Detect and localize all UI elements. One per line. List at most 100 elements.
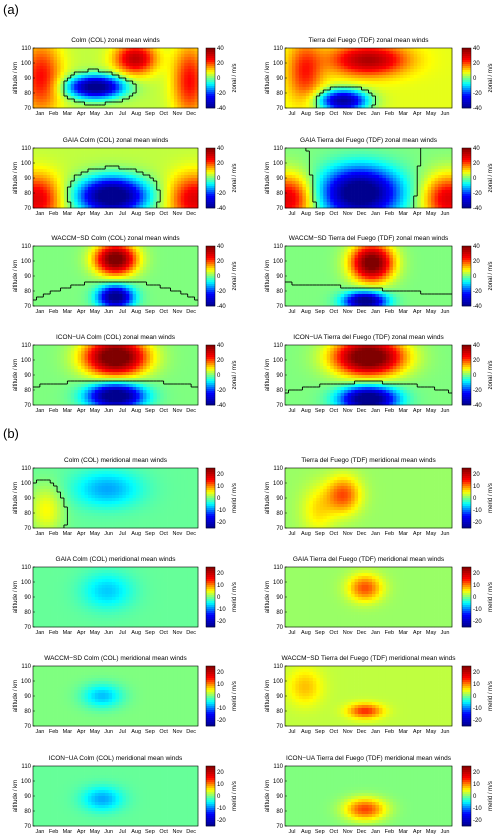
heatmap-cell: [417, 78, 422, 82]
heatmap-cell: [39, 276, 44, 280]
heatmap-cell: [319, 75, 324, 79]
heatmap-cell: [285, 75, 289, 79]
heatmap-cell: [50, 246, 54, 250]
heatmap-cell: [385, 90, 390, 94]
heatmap-cell: [67, 175, 72, 179]
heatmap-cell: [340, 178, 345, 182]
heatmap-cell: [392, 175, 397, 179]
heatmap-cell: [146, 78, 151, 82]
heatmap-cell: [180, 93, 185, 97]
heatmap-cell: [295, 90, 300, 94]
heatmap-cell: [60, 273, 65, 277]
heatmap-cell: [50, 273, 54, 277]
heatmap-cell: [156, 66, 161, 70]
heatmap-cell: [392, 190, 397, 194]
heatmap-cell: [420, 90, 425, 94]
heatmap-cell: [358, 60, 362, 64]
heatmap-cell: [50, 72, 54, 76]
heatmap-cell: [74, 157, 79, 161]
heatmap-cell: [74, 63, 79, 67]
heatmap-cell: [417, 160, 422, 164]
heatmap-cell: [445, 93, 449, 97]
heatmap-cell: [378, 90, 383, 94]
heatmap-cell: [112, 273, 116, 277]
heatmap-cell: [167, 273, 171, 277]
heatmap-cell: [361, 160, 366, 164]
heatmap-cell: [84, 264, 89, 268]
heatmap-cell: [39, 48, 44, 52]
heatmap-cell: [91, 202, 96, 206]
heatmap-cell: [156, 99, 161, 103]
heatmap-cell: [60, 57, 65, 61]
heatmap-cell: [180, 279, 185, 283]
heatmap-cell: [163, 285, 168, 289]
heatmap-cell: [94, 96, 99, 100]
heatmap-cell: [108, 169, 113, 173]
heatmap-cell: [149, 267, 154, 271]
heatmap-cell: [378, 51, 383, 55]
heatmap-cell: [105, 199, 109, 203]
heatmap-cell: [33, 75, 37, 79]
y-tick-label: 80: [24, 91, 31, 97]
heatmap-cell: [378, 172, 383, 176]
heatmap-cell: [177, 255, 182, 259]
heatmap-cell: [84, 270, 89, 274]
heatmap-cell: [163, 282, 168, 286]
heatmap-cell: [136, 252, 140, 256]
heatmap-cell: [319, 196, 324, 200]
heatmap-cell: [101, 75, 106, 79]
heatmap-cell: [441, 78, 446, 82]
heatmap-cell: [39, 99, 44, 103]
heatmap-cell: [132, 151, 137, 155]
heatmap-cell: [149, 190, 154, 194]
heatmap-cell: [98, 54, 103, 58]
heatmap-cell: [180, 63, 185, 67]
heatmap-cell: [81, 190, 85, 194]
heatmap-cell: [57, 90, 61, 94]
heatmap-cell: [129, 69, 134, 73]
heatmap-cell: [43, 178, 48, 182]
heatmap-cell: [163, 81, 168, 85]
heatmap-cell: [143, 175, 147, 179]
heatmap-cell: [74, 166, 79, 170]
heatmap-cell: [365, 90, 369, 94]
heatmap-cell: [88, 166, 92, 170]
heatmap-cell: [194, 255, 199, 259]
heatmap-cell: [351, 199, 355, 203]
heatmap-cell: [180, 178, 185, 182]
heatmap-cell: [180, 69, 185, 73]
heatmap-cell: [191, 279, 195, 283]
heatmap-cell: [57, 166, 61, 170]
heatmap-cell: [146, 276, 151, 280]
heatmap-cell: [288, 181, 293, 185]
heatmap-cell: [105, 252, 109, 256]
heatmap-cell: [319, 199, 324, 203]
heatmap-cell: [333, 90, 338, 94]
heatmap-cell: [136, 78, 140, 82]
heatmap-cell: [46, 279, 51, 283]
heatmap-cell: [33, 69, 37, 73]
heatmap-cell: [337, 154, 342, 158]
heatmap-cell: [146, 75, 151, 79]
x-tick-label: Jul: [119, 111, 126, 117]
heatmap-cell: [132, 154, 137, 158]
heatmap-cell: [139, 276, 144, 280]
heatmap-cell: [88, 72, 92, 76]
heatmap-cell: [136, 151, 140, 155]
heatmap-cell: [382, 96, 387, 100]
heatmap-cell: [187, 69, 192, 73]
heatmap-cell: [319, 181, 324, 185]
y-axis-label: altitude / km: [265, 62, 271, 94]
heatmap-cell: [371, 87, 376, 91]
heatmap-cell: [170, 261, 175, 265]
heatmap-cell: [434, 81, 439, 85]
heatmap-cell: [167, 199, 171, 203]
heatmap-cell: [146, 202, 151, 206]
heatmap-cell: [36, 190, 41, 194]
heatmap-cell: [371, 169, 376, 173]
heatmap-cell: [63, 78, 68, 82]
heatmap-cell: [94, 205, 99, 209]
heatmap-cell: [98, 154, 103, 158]
heatmap-cell: [46, 181, 51, 185]
heatmap-cell: [146, 169, 151, 173]
